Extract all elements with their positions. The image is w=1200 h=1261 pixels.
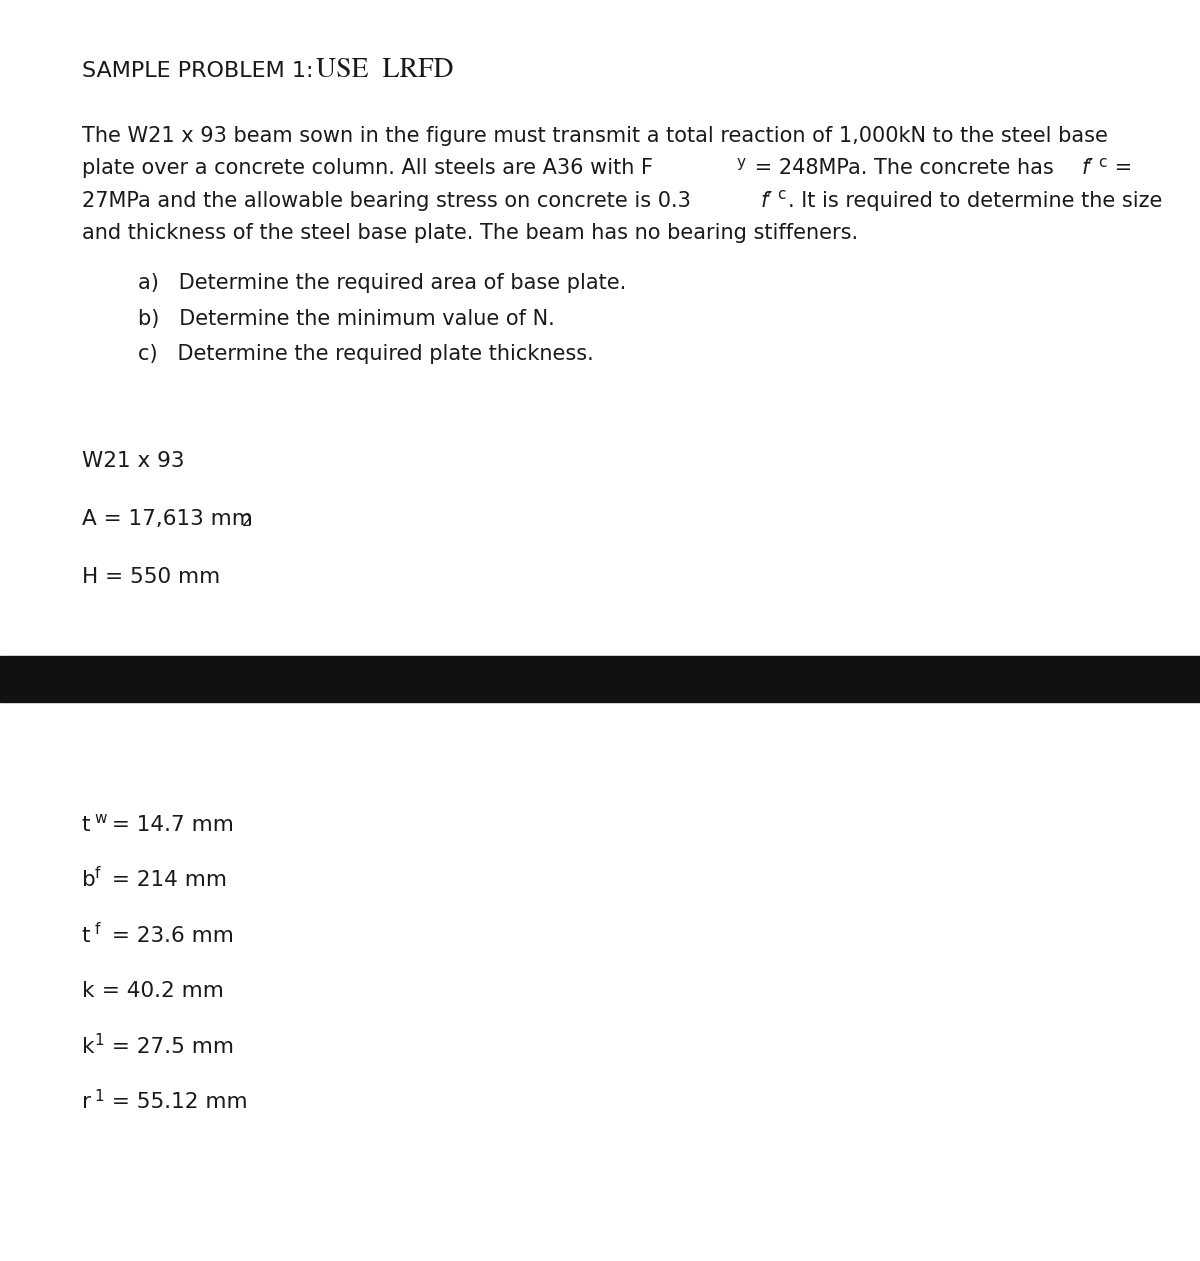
Text: = 55.12 mm: = 55.12 mm bbox=[106, 1092, 248, 1112]
Text: k: k bbox=[82, 981, 94, 1001]
Text: b: b bbox=[82, 870, 95, 890]
Text: W21 x 93: W21 x 93 bbox=[82, 450, 184, 470]
Text: t: t bbox=[82, 926, 90, 946]
Text: H = 550 mm: H = 550 mm bbox=[82, 567, 220, 586]
Text: The W21 x 93 beam sown in the figure must transmit a total reaction of 1,000kN t: The W21 x 93 beam sown in the figure mus… bbox=[82, 126, 1108, 146]
Text: = 40.2 mm: = 40.2 mm bbox=[95, 981, 223, 1001]
Text: 2: 2 bbox=[241, 514, 251, 530]
Bar bbox=[0, 656, 1200, 701]
Text: = 248MPa. The concrete has: = 248MPa. The concrete has bbox=[748, 159, 1061, 178]
Text: a)   Determine the required area of base plate.: a) Determine the required area of base p… bbox=[138, 274, 626, 293]
Text: r: r bbox=[82, 1092, 91, 1112]
Text: . It is required to determine the size: . It is required to determine the size bbox=[787, 190, 1162, 211]
Text: = 14.7 mm: = 14.7 mm bbox=[106, 815, 234, 835]
Text: b)   Determine the minimum value of N.: b) Determine the minimum value of N. bbox=[138, 309, 554, 329]
Text: = 214 mm: = 214 mm bbox=[106, 870, 228, 890]
Text: = 23.6 mm: = 23.6 mm bbox=[106, 926, 234, 946]
Text: f: f bbox=[95, 866, 100, 881]
Text: k: k bbox=[82, 1037, 94, 1057]
Text: y: y bbox=[737, 155, 746, 170]
Text: t: t bbox=[82, 815, 90, 835]
Text: and thickness of the steel base plate. The beam has no bearing stiffeners.: and thickness of the steel base plate. T… bbox=[82, 223, 858, 243]
Text: = 27.5 mm: = 27.5 mm bbox=[106, 1037, 234, 1057]
Text: w: w bbox=[95, 811, 107, 826]
Text: c)   Determine the required plate thickness.: c) Determine the required plate thicknes… bbox=[138, 344, 594, 364]
Text: f′: f′ bbox=[761, 190, 773, 211]
Text: c: c bbox=[1098, 155, 1106, 170]
Text: plate over a concrete column. All steels are A36 with F: plate over a concrete column. All steels… bbox=[82, 159, 653, 178]
Text: A = 17,613 mm: A = 17,613 mm bbox=[82, 508, 252, 528]
Text: =: = bbox=[1109, 159, 1133, 178]
Text: 27MPa and the allowable bearing stress on concrete is 0.3: 27MPa and the allowable bearing stress o… bbox=[82, 190, 690, 211]
Text: f: f bbox=[95, 922, 100, 937]
Text: f′: f′ bbox=[1081, 159, 1093, 178]
Text: 1: 1 bbox=[95, 1033, 104, 1048]
Text: SAMPLE PROBLEM 1:: SAMPLE PROBLEM 1: bbox=[82, 61, 335, 81]
Text: c: c bbox=[778, 187, 786, 202]
Text: 1: 1 bbox=[95, 1088, 104, 1103]
Text: USE  LRFD: USE LRFD bbox=[316, 58, 454, 83]
